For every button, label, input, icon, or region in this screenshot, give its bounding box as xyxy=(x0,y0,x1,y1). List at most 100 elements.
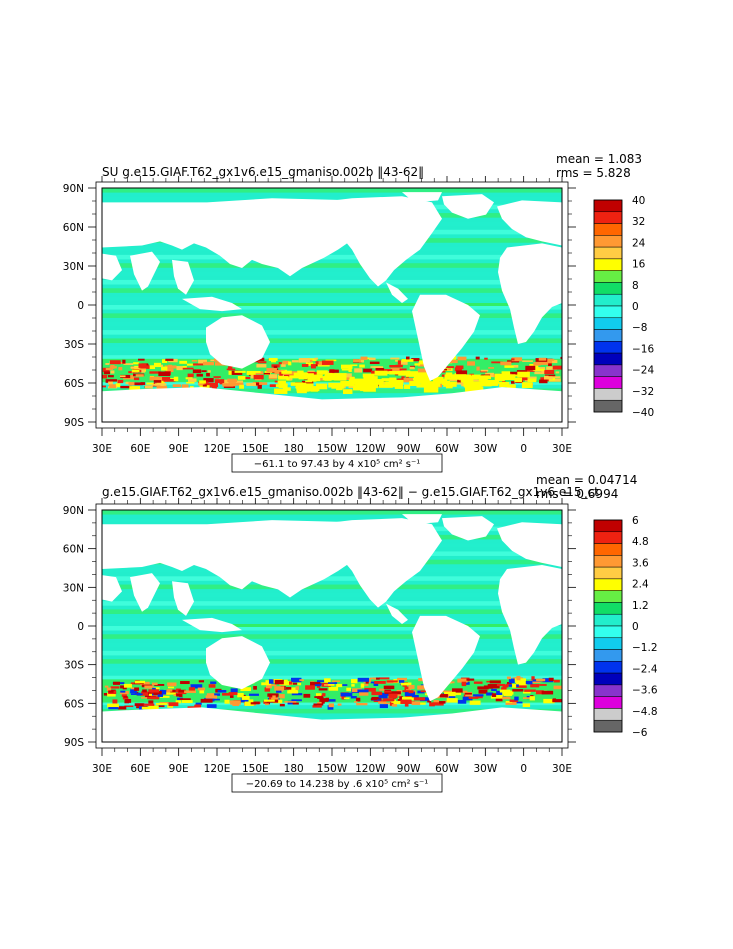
colorbar-swatch xyxy=(593,399,623,413)
y-tick-label: 0 xyxy=(77,300,84,312)
rms-label: rms = 5.828 xyxy=(556,166,631,180)
colorbar-label: −8 xyxy=(632,322,647,334)
colorbar-swatch xyxy=(593,258,623,271)
colorbar-label: 8 xyxy=(632,280,639,292)
colorbar-label: 0 xyxy=(632,301,639,313)
x-tick-label: 150E xyxy=(242,763,269,775)
range-label: −20.69 to 14.238 by .6 x10⁵ cm² s⁻¹ xyxy=(246,779,429,790)
colorbar-swatch xyxy=(593,317,623,330)
colorbar-swatch xyxy=(593,708,623,721)
colorbar-swatch xyxy=(593,329,623,342)
colorbar-label: −24 xyxy=(632,365,654,377)
mean-label: mean = 0.04714 xyxy=(536,473,637,487)
x-tick-label: 60E xyxy=(130,763,150,775)
colorbar-label: −4.8 xyxy=(632,706,658,718)
x-tick-label: 30W xyxy=(473,763,497,775)
colorbar-label: 1.2 xyxy=(632,600,649,612)
range-box xyxy=(231,453,443,473)
y-tick-label: 90N xyxy=(63,505,84,517)
y-tick-label: 30N xyxy=(63,582,84,594)
colorbar-label: 0 xyxy=(632,621,639,633)
rms-label: rms = 0.6994 xyxy=(536,487,618,501)
y-tick-label: 30S xyxy=(64,660,84,672)
y-tick-label: 30N xyxy=(63,261,84,273)
x-tick-label: 30E xyxy=(552,443,572,455)
colorbar-swatch xyxy=(593,364,623,377)
colorbar-swatch xyxy=(593,282,623,295)
x-tick-label: 120W xyxy=(355,443,386,455)
chart-panel-2: 30E 60E 90E 120E 150E 180 150W 120W 90W 60W 30W 0 30… xyxy=(63,473,658,793)
colorbar-swatch xyxy=(593,578,623,591)
colorbar-label: 16 xyxy=(632,259,646,271)
y-tick-label: 60N xyxy=(63,544,84,556)
colorbar-swatch xyxy=(593,696,623,709)
colorbar-label: 3.6 xyxy=(632,557,649,569)
y-tick-label: 60S xyxy=(64,698,84,710)
colorbar-swatch xyxy=(593,352,623,366)
colorbar-label: −2.4 xyxy=(632,663,658,675)
x-tick-label: 150W xyxy=(317,763,348,775)
colorbar-swatch xyxy=(593,543,623,556)
colorbar-swatch xyxy=(593,293,623,307)
colorbar-swatch xyxy=(593,613,623,627)
colorbar-swatch xyxy=(593,376,623,389)
map-frame xyxy=(101,509,563,743)
colorbar-label: 6 xyxy=(632,515,639,527)
colorbar-swatch xyxy=(593,649,623,662)
x-tick-label: 60E xyxy=(130,443,150,455)
colorbar-label: 2.4 xyxy=(632,579,649,591)
y-tick-label: 60N xyxy=(63,222,84,234)
x-tick-label: 150E xyxy=(242,443,269,455)
y-tick-label: 90S xyxy=(64,417,84,429)
colorbar-swatch xyxy=(593,388,623,401)
x-tick-label: 0 xyxy=(520,443,527,455)
colorbar-label: 4.8 xyxy=(632,536,649,548)
y-tick-label: 90S xyxy=(64,737,84,749)
x-tick-label: 120E xyxy=(204,443,231,455)
x-tick-label: 30E xyxy=(552,763,572,775)
x-tick-label: 120W xyxy=(355,763,386,775)
colorbar-swatch xyxy=(593,590,623,603)
x-tick-label: 0 xyxy=(520,763,527,775)
colorbar-swatch xyxy=(593,235,623,248)
range-box xyxy=(231,773,443,793)
range-label: −61.1 to 97.43 by 4 x10⁵ cm² s⁻¹ xyxy=(254,459,421,470)
map-frame xyxy=(101,187,563,423)
x-tick-label: 60W xyxy=(435,763,459,775)
colorbar-frame xyxy=(593,519,623,733)
colorbar-swatch xyxy=(593,341,623,354)
colorbar-swatch xyxy=(593,602,623,615)
chart-title: g.e15.GIAF.T62_gx1v6.e15_gmaniso.002b ‖4… xyxy=(102,485,599,499)
colorbar-label: −16 xyxy=(632,343,654,355)
x-tick-label: 180 xyxy=(284,443,304,455)
panels-layer: 30E 60E 90E 120E 150E 180 150W 120W 90W 60W 30W 0 30… xyxy=(63,152,658,793)
y-tick-label: 0 xyxy=(77,621,84,633)
x-tick-label: 30E xyxy=(92,443,112,455)
x-tick-label: 90W xyxy=(397,443,421,455)
y-tick-label: 30S xyxy=(64,339,84,351)
colorbar-frame xyxy=(593,199,623,413)
colorbar-swatch xyxy=(593,270,623,283)
x-tick-label: 180 xyxy=(284,763,304,775)
colorbar-swatch xyxy=(593,199,623,213)
colorbar-swatch xyxy=(593,566,623,580)
colorbar-swatch xyxy=(593,531,623,544)
x-tick-label: 30E xyxy=(92,763,112,775)
x-tick-label: 90W xyxy=(397,763,421,775)
ocean-field xyxy=(102,188,562,422)
colorbar-label: 32 xyxy=(632,216,645,228)
colorbar-swatch xyxy=(593,305,623,319)
x-tick-label: 90E xyxy=(169,763,189,775)
x-tick-label: 30W xyxy=(473,443,497,455)
colorbar-label: 40 xyxy=(632,195,645,207)
colorbar-label: −3.6 xyxy=(632,685,658,697)
mean-label: mean = 1.083 xyxy=(556,152,642,166)
colorbar-swatch xyxy=(593,223,623,236)
colorbar-swatch xyxy=(593,211,623,224)
y-tick-label: 90N xyxy=(63,183,84,195)
colorbar-swatch xyxy=(593,555,623,568)
colorbar-label: −32 xyxy=(632,386,654,398)
ocean-field xyxy=(102,510,562,742)
